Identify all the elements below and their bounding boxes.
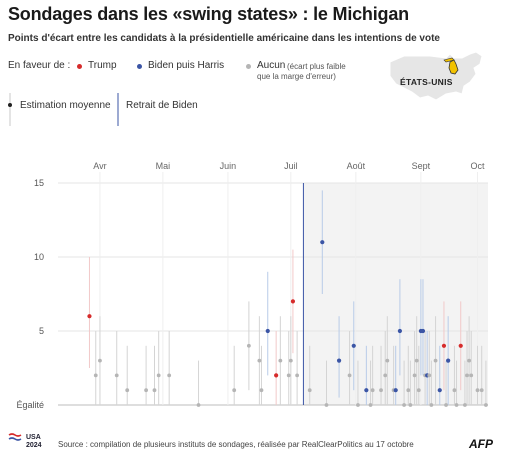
- poll-point-aucun: [414, 358, 419, 363]
- poll-point-aucun: [93, 373, 98, 378]
- poll-point-aucun: [167, 373, 172, 378]
- legend-aucun-note-2: que la marge d'erreur): [257, 72, 336, 81]
- poll-point-aucun: [307, 388, 312, 393]
- poll-point-aucun: [368, 403, 373, 407]
- poll-point-trump: [274, 373, 279, 378]
- poll-point-aucun: [370, 388, 375, 393]
- poll-point-aucun: [416, 388, 421, 393]
- poll-point-aucun: [465, 373, 469, 378]
- legend-trump: Trump: [88, 60, 117, 71]
- poll-point-aucun: [379, 388, 383, 393]
- month-label: Sept: [412, 161, 431, 171]
- legend-aucun-dot: [246, 64, 251, 69]
- poll-point-aucun: [156, 373, 161, 378]
- poll-point-aucun: [412, 373, 417, 378]
- poll-point-aucun: [385, 358, 390, 363]
- source-note: Source : compilation de plusieurs instit…: [58, 440, 414, 449]
- poll-point-aucun: [125, 388, 130, 393]
- poll-point-aucun: [484, 403, 488, 407]
- poll-point-aucun: [286, 373, 291, 378]
- poll-point-harris: [351, 343, 356, 348]
- poll-point-harris: [265, 328, 270, 334]
- poll-point-aucun: [324, 403, 329, 407]
- poll-point-harris: [437, 388, 442, 393]
- poll-point-aucun: [356, 403, 360, 407]
- usa-2024-logo-icon: [8, 433, 22, 441]
- poll-point-trump: [458, 343, 463, 348]
- usa-2024-logo: USA 2024: [26, 434, 42, 449]
- polls-chart: Avr Mai Juin Juil Août Sept Oct Égalité 5 10 15: [16, 161, 488, 410]
- legend-aucun-note-1: (écart plus faible: [287, 62, 346, 71]
- us-map-icon: [389, 51, 483, 101]
- legend-retrait-marker: [117, 93, 119, 126]
- y-tick-label: 15: [34, 178, 44, 188]
- month-label: Juin: [220, 161, 237, 171]
- poll-point-harris: [446, 358, 451, 363]
- poll-point-aucun: [406, 388, 411, 393]
- michigan-shape: [448, 59, 459, 75]
- poll-point-aucun: [257, 358, 262, 363]
- poll-point-aucun: [463, 403, 467, 407]
- poll-point-aucun: [196, 403, 201, 407]
- poll-point-aucun: [433, 358, 438, 363]
- poll-point-aucun: [347, 373, 352, 378]
- poll-point-trump: [290, 299, 296, 304]
- month-label: Avr: [93, 161, 106, 171]
- poll-point-aucun: [429, 403, 434, 407]
- poll-point-aucun: [467, 358, 472, 363]
- poll-point-aucun: [444, 403, 448, 407]
- poll-point-aucun: [383, 373, 388, 378]
- y-tick-label: 5: [39, 326, 44, 336]
- legend-estimation: Estimation moyenne: [20, 100, 111, 111]
- legend-prefix: En faveur de :: [8, 60, 71, 71]
- poll-point-aucun: [152, 388, 157, 393]
- poll-point-harris: [397, 328, 403, 334]
- month-label: Mai: [156, 161, 171, 171]
- poll-point-aucun: [278, 358, 283, 363]
- poll-point-harris: [364, 388, 369, 393]
- legend-biden-harris: Biden puis Harris: [148, 60, 225, 71]
- poll-point-aucun: [246, 343, 251, 348]
- poll-point-harris: [393, 388, 398, 393]
- month-label: Juil: [284, 161, 298, 171]
- poll-point-aucun: [98, 358, 102, 363]
- poll-point-aucun: [295, 373, 300, 378]
- poll-point-aucun: [288, 358, 293, 363]
- legend-harris-dot: [137, 64, 142, 69]
- poll-point-harris: [420, 328, 426, 334]
- y-tick-label: 10: [34, 252, 44, 262]
- poll-point-aucun: [469, 373, 474, 378]
- afp-logo: AFP: [469, 437, 493, 451]
- poll-point-aucun: [259, 388, 264, 393]
- poll-point-aucun: [232, 388, 237, 393]
- month-label: Oct: [471, 161, 486, 171]
- poll-point-aucun: [408, 403, 413, 407]
- poll-point-aucun: [452, 388, 457, 393]
- y-tick-label: Égalité: [16, 400, 44, 410]
- poll-point-harris: [336, 358, 342, 363]
- poll-point-aucun: [402, 403, 406, 407]
- poll-point-aucun: [475, 388, 480, 393]
- legend-trump-dot: [77, 64, 82, 69]
- poll-point-aucun: [114, 373, 119, 378]
- poll-point-aucun: [144, 388, 148, 393]
- poll-point-trump: [87, 314, 92, 319]
- legend-retrait: Retrait de Biden: [126, 100, 198, 111]
- page-title: Sondages dans les «swing states» : le Mi…: [8, 4, 409, 24]
- poll-point-aucun: [454, 403, 459, 407]
- month-label: Août: [347, 161, 366, 171]
- poll-point-harris: [320, 240, 325, 245]
- map-label: ÉTATS-UNIS: [400, 77, 453, 87]
- poll-point-aucun: [479, 388, 484, 393]
- page-subtitle: Points d'écart entre les candidats à la …: [8, 33, 440, 44]
- legend-aucun: Aucun: [257, 60, 286, 71]
- poll-point-aucun: [427, 373, 432, 378]
- poll-point-trump: [441, 343, 447, 348]
- legend-estimation-marker: [8, 93, 12, 126]
